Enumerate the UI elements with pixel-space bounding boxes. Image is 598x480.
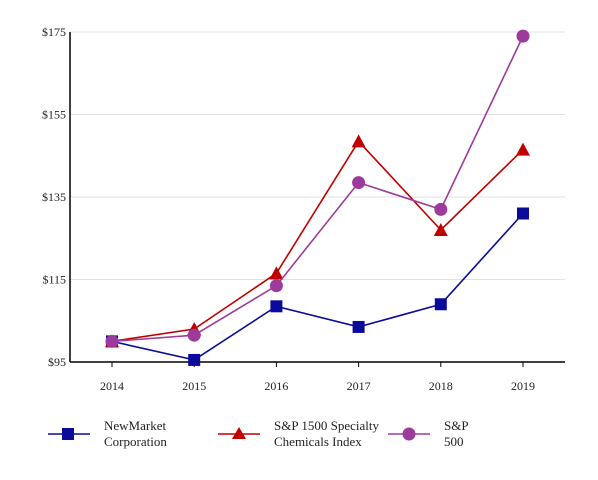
series-group <box>105 29 530 366</box>
data-point-square <box>517 207 529 220</box>
legend-swatch-circle <box>388 427 430 441</box>
y-tick-label: $135 <box>42 190 66 204</box>
y-tick-label: $155 <box>42 108 66 122</box>
series-circle <box>105 29 530 348</box>
data-point-circle <box>187 328 201 342</box>
x-tick-label: 2016 <box>264 379 288 393</box>
line-chart: $95 $115 $135 $155 $175 2014 2015 2016 2017 2018… <box>42 25 565 393</box>
data-point-triangle <box>269 266 284 280</box>
data-point-triangle <box>433 223 448 236</box>
data-point-square <box>352 320 365 333</box>
legend-swatch-square <box>48 428 90 440</box>
data-point-triangle <box>351 134 366 148</box>
x-tick-label: 2015 <box>182 379 206 393</box>
legend: NewMarket Corporation S&P 1500 Specialty… <box>46 418 586 452</box>
series-line <box>111 212 524 361</box>
legend-swatch-triangle <box>218 427 260 439</box>
x-tick-label: 2019 <box>511 379 535 393</box>
x-tick-labels: 2014 2015 2016 2017 2018 2019 <box>100 379 535 393</box>
series-triangle <box>105 134 530 348</box>
series-line <box>111 35 524 343</box>
y-tick-label: $95 <box>48 355 66 369</box>
x-tick-label: 2014 <box>100 379 124 393</box>
y-tick-label: $115 <box>42 273 66 287</box>
data-point-square <box>188 353 201 366</box>
data-point-square <box>270 300 283 313</box>
data-point-square <box>434 298 447 311</box>
series-square <box>106 207 529 366</box>
grid-lines <box>70 31 565 280</box>
data-point-triangle <box>516 142 530 156</box>
data-point-circle <box>352 176 366 190</box>
legend-label-specialty-chemicals: S&P 1500 Specialty Chemicals Index <box>274 418 379 449</box>
x-tick-label: 2018 <box>429 379 453 393</box>
legend-item-sp500: S&P 500 <box>386 418 536 452</box>
series-line <box>111 140 524 343</box>
axes <box>69 32 565 367</box>
y-tick-label: $175 <box>42 25 66 39</box>
y-tick-labels: $95 $115 $135 $155 $175 <box>42 25 66 369</box>
data-point-circle <box>105 334 119 348</box>
legend-item-specialty-chemicals: S&P 1500 Specialty Chemicals Index <box>216 418 386 452</box>
data-point-circle <box>516 29 530 43</box>
legend-item-newmarket: NewMarket Corporation <box>46 418 216 452</box>
x-tick-label: 2017 <box>347 379 371 393</box>
data-point-circle <box>434 202 448 216</box>
data-point-circle <box>269 279 283 293</box>
legend-label-newmarket: NewMarket Corporation <box>104 418 167 449</box>
legend-label-sp500: S&P 500 <box>444 418 469 449</box>
